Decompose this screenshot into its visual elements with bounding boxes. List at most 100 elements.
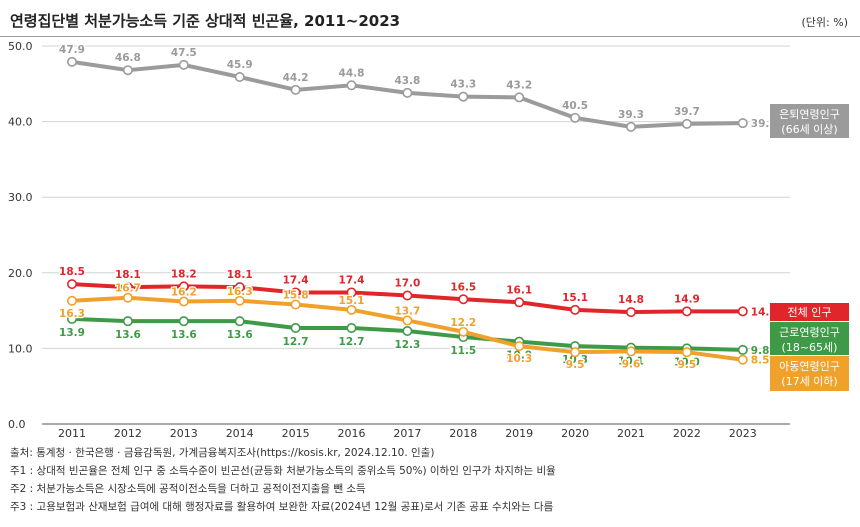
- legend-box: [770, 356, 849, 391]
- footnote-3: 주3 : 고용보험과 산재보험 급여에 대해 행정자료를 활용하여 보완한 자료…: [10, 501, 554, 513]
- data-label: 43.3: [450, 79, 476, 91]
- y-tick-label: 10.0: [8, 342, 33, 355]
- legend-label: (18~65세): [782, 341, 838, 354]
- data-label: 14.9: [674, 293, 700, 305]
- data-label: 12.7: [339, 336, 365, 348]
- data-point: [234, 316, 245, 327]
- data-point: [737, 354, 748, 365]
- data-label: 15.1: [339, 295, 365, 307]
- x-tick-label: 2022: [673, 427, 701, 440]
- data-point: [346, 287, 357, 298]
- x-tick-label: 2015: [282, 427, 310, 440]
- data-point: [737, 306, 748, 317]
- x-tick-label: 2018: [449, 427, 477, 440]
- data-label: 47.9: [59, 44, 85, 56]
- data-label: 12.2: [450, 317, 476, 329]
- data-label: 9.5: [566, 359, 585, 371]
- data-point: [681, 306, 692, 317]
- data-point: [737, 118, 748, 129]
- data-label: 9.6: [622, 358, 641, 370]
- data-label: 13.7: [394, 305, 420, 317]
- legend-label: (66세 이상): [781, 123, 837, 136]
- data-label: 15.8: [283, 290, 309, 302]
- data-label: 18.5: [59, 266, 85, 278]
- data-label: 12.3: [394, 339, 420, 351]
- data-label: 10.0: [674, 356, 700, 368]
- data-point: [178, 59, 189, 70]
- x-tick-label: 2014: [226, 427, 254, 440]
- data-label: 10.3: [506, 353, 532, 365]
- data-point: [234, 282, 245, 293]
- legend-label: 은퇴연령인구: [779, 108, 840, 121]
- data-label: 18.1: [227, 269, 253, 281]
- data-point: [122, 65, 133, 76]
- data-point: [178, 316, 189, 327]
- x-tick-label: 2012: [114, 427, 142, 440]
- footnote-1: 주1 : 상대적 빈곤율은 전체 인구 중 소득수준이 빈곤선(균등화 처분가능…: [10, 465, 556, 477]
- x-tick-label: 2020: [561, 427, 589, 440]
- data-point: [681, 347, 692, 358]
- x-tick-label: 2023: [729, 427, 757, 440]
- data-point: [625, 307, 636, 318]
- data-label: 10.1: [618, 356, 644, 368]
- data-label: 17.4: [283, 274, 309, 286]
- legend-box: [770, 303, 849, 321]
- x-tick-label: 2017: [393, 427, 421, 440]
- data-point: [514, 341, 525, 352]
- data-point: [514, 297, 525, 308]
- data-label: 12.7: [283, 336, 309, 348]
- data-label: 39.7: [674, 106, 700, 118]
- data-label: 16.7: [115, 283, 141, 295]
- data-point: [458, 326, 469, 337]
- data-label: 13.6: [171, 329, 197, 341]
- data-point: [234, 71, 245, 82]
- data-label: 13.6: [115, 329, 141, 341]
- source-note: 출처: 통계청 · 한국은행 · 금융감독원, 가계금융복지조사(https:/…: [10, 447, 435, 459]
- data-label: 10.3: [562, 354, 588, 366]
- data-label: 18.2: [171, 268, 197, 280]
- data-label: 10.9: [506, 350, 532, 362]
- chart-title: 연령집단별 처분가능소득 기준 상대적 빈곤율, 2011~2023: [10, 12, 401, 30]
- x-tick-label: 2013: [170, 427, 198, 440]
- data-label: 16.3: [227, 286, 253, 298]
- data-point: [290, 287, 301, 298]
- data-label: 47.5: [171, 47, 197, 59]
- unit-label: (단위: %): [801, 16, 848, 29]
- data-point: [514, 92, 525, 103]
- data-point: [570, 347, 581, 358]
- data-label: 8.5: [751, 355, 770, 367]
- data-label: 16.3: [59, 308, 85, 320]
- data-point: [681, 118, 692, 129]
- data-label: 44.8: [339, 67, 365, 79]
- data-label: 45.9: [227, 59, 253, 71]
- data-label: 39.3: [618, 109, 644, 121]
- data-point: [402, 290, 413, 301]
- y-tick-label: 40.0: [8, 116, 33, 129]
- x-tick-label: 2021: [617, 427, 645, 440]
- data-label: 17.0: [394, 277, 420, 289]
- data-point: [67, 279, 78, 290]
- data-point: [346, 322, 357, 333]
- line-chart: 0.0 10.0 20.0 30.0 40.0 50.0 2011 2012 2013 2014 2…: [8, 40, 849, 440]
- data-point: [122, 282, 133, 293]
- data-point: [67, 56, 78, 67]
- data-point: [458, 91, 469, 102]
- data-point: [625, 346, 636, 357]
- data-label: 43.2: [506, 79, 532, 91]
- chart-notes: 출처: 통계청 · 한국은행 · 금융감독원, 가계금융복지조사(https:/…: [10, 444, 556, 516]
- data-point: [346, 80, 357, 91]
- data-label: 16.5: [450, 281, 476, 293]
- x-tick-label: 2011: [58, 427, 86, 440]
- y-tick-label: 20.0: [8, 267, 33, 280]
- data-label: 13.6: [227, 329, 253, 341]
- legend-label: 전체 인구: [788, 306, 832, 319]
- data-point: [570, 304, 581, 315]
- data-point: [234, 295, 245, 306]
- data-point: [290, 322, 301, 333]
- data-label: 13.9: [59, 327, 85, 339]
- data-label: 46.8: [115, 52, 141, 64]
- data-point: [178, 296, 189, 307]
- x-tick-label: 2016: [338, 427, 366, 440]
- data-label: 40.5: [562, 100, 588, 112]
- data-label: 16.1: [506, 284, 532, 296]
